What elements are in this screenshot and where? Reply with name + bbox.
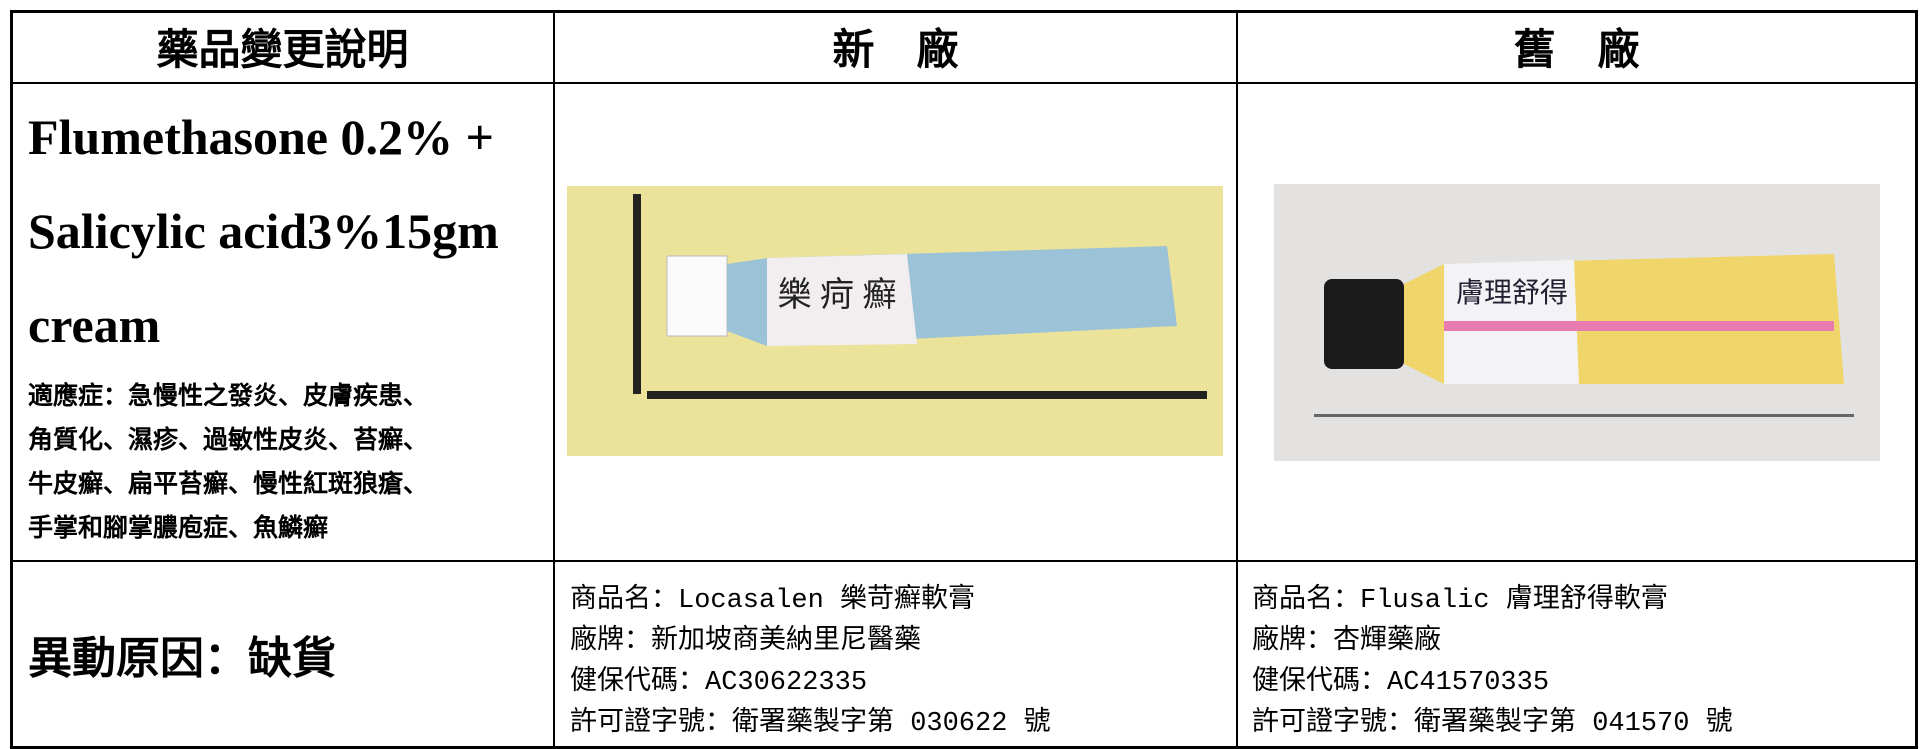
info-line: 廠牌：新加坡商美納里尼醫藥 xyxy=(570,627,921,657)
info-line: 商品名：Locasalen 樂苛癬軟膏 xyxy=(570,586,976,616)
drug-name-line: cream xyxy=(28,297,161,353)
border xyxy=(10,746,1917,749)
old-product-photo: 膚理舒得 xyxy=(1274,184,1880,461)
border xyxy=(10,10,13,749)
indication-line: 角質化、濕疹、過敏性皮炎、苔癬、 xyxy=(28,427,429,454)
info-line: 廠牌：杏輝藥廠 xyxy=(1252,627,1441,657)
border xyxy=(1915,10,1918,749)
drug-name-line: Flumethasone 0.2% + xyxy=(28,109,494,165)
indication-line: 手掌和腳掌膿庖症、魚鱗癬 xyxy=(28,515,329,542)
info-line: 商品名：Flusalic 膚理舒得軟膏 xyxy=(1252,586,1668,616)
indication-line: 適應症：急慢性之發炎、皮膚疾患、 xyxy=(28,383,429,410)
header-cell: 舊 廠 xyxy=(1513,28,1640,74)
border xyxy=(1236,10,1238,749)
header-cell: 新 廠 xyxy=(832,28,959,74)
photo-label: 膚理舒得 xyxy=(1456,277,1568,309)
header-cell: 藥品變更說明 xyxy=(156,28,409,74)
drug-name-line: Salicylic acid3%15gm xyxy=(28,203,499,259)
info-line: 許可證字號：衛署藥製字第 030622 號 xyxy=(570,709,1051,739)
photo-label: 樂 疴 癬 xyxy=(778,276,897,314)
border xyxy=(10,560,1917,562)
border xyxy=(10,10,1917,13)
info-line: 許可證字號：衛署藥製字第 041570 號 xyxy=(1252,709,1733,739)
reason: 異動原因：缺貨 xyxy=(28,634,336,683)
border xyxy=(10,82,1917,84)
border xyxy=(553,10,555,749)
indication-line: 牛皮癬、扁平苔癬、慢性紅斑狼瘡、 xyxy=(28,471,429,498)
new-product-photo: 樂 疴 癬 xyxy=(567,186,1223,456)
info-line: 健保代碼：AC30622335 xyxy=(570,668,868,698)
info-line: 健保代碼：AC41570335 xyxy=(1252,668,1550,698)
